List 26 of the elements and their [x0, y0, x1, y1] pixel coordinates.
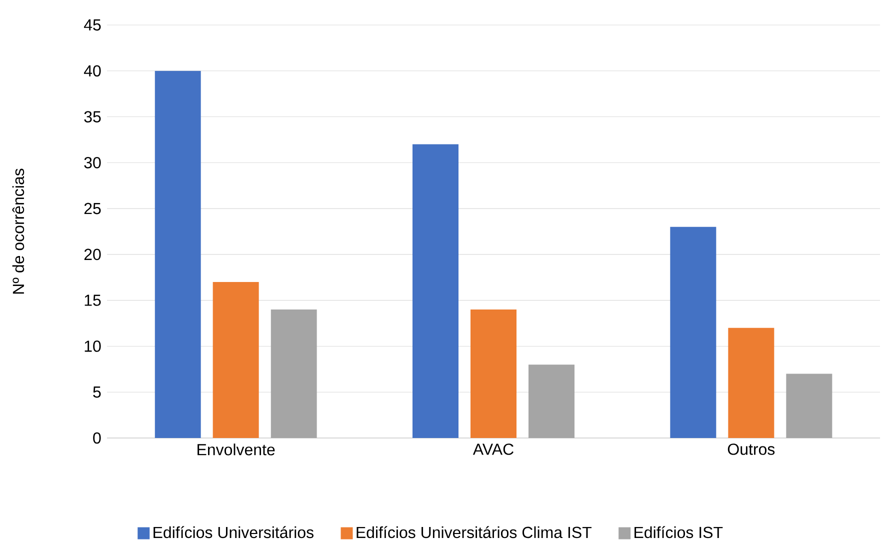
bar	[212, 282, 259, 438]
y-tick-label: 25	[84, 203, 101, 214]
y-tick-label: 40	[84, 65, 101, 77]
y-tick-label: 35	[84, 111, 101, 123]
bar	[670, 227, 716, 438]
legend-label: Edifícios IST	[634, 526, 723, 538]
bar	[728, 328, 774, 438]
legend-label: Edifícios Universitários Clima IST	[356, 526, 592, 538]
y-axis-title: Nº de ocorrências	[12, 168, 24, 294]
y-tick-label: 30	[84, 157, 101, 169]
bar	[412, 144, 458, 438]
y-tick-label: 20	[84, 248, 101, 260]
bar	[470, 310, 517, 438]
bar	[528, 364, 575, 438]
legend-label: Edifícios Universitários	[154, 526, 314, 538]
x-tick-label: Outros	[728, 444, 775, 456]
x-tick-label: AVAC	[472, 444, 514, 456]
bar	[154, 71, 201, 438]
y-tick-label: 5	[93, 386, 101, 398]
y-tick-label: 45	[84, 20, 101, 31]
bar	[786, 374, 832, 438]
y-tick-label: 15	[84, 294, 101, 306]
y-tick-label: 0	[93, 432, 101, 444]
y-tick-label: 10	[84, 340, 101, 352]
bar	[270, 310, 317, 438]
x-tick-label: Envolvente	[198, 444, 275, 456]
